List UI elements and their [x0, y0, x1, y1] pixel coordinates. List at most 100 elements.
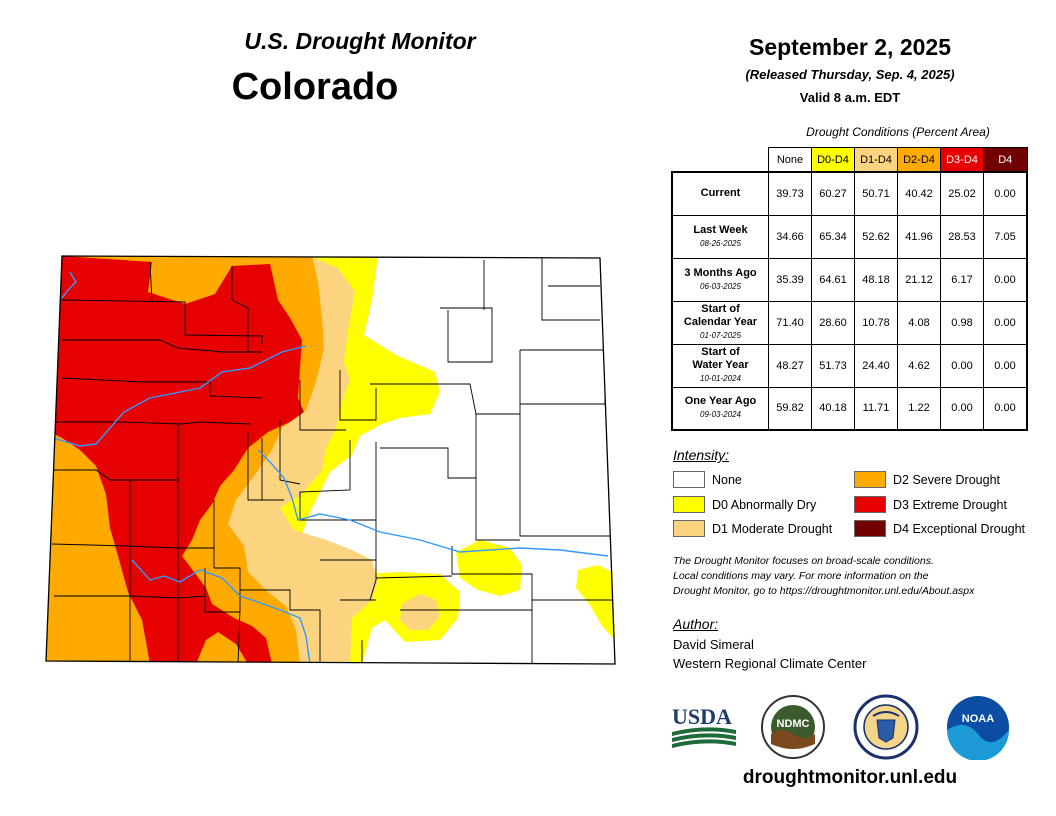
- table-cell: 0.00: [940, 343, 984, 388]
- colorado-drought-map: [45, 255, 616, 665]
- table-cell: 4.08: [897, 300, 941, 345]
- table-cell: 52.62: [854, 214, 898, 259]
- col-header-none: None: [768, 147, 812, 173]
- table-cell: 0.00: [983, 171, 1028, 216]
- table-cell: 0.00: [983, 343, 1028, 388]
- table-row: One Year Ago 09-03-2024 59.82 40.18 11.71 1.2…: [671, 386, 1028, 431]
- legend-swatch: [673, 496, 705, 513]
- table-cell: 28.53: [940, 214, 984, 259]
- note-line: The Drought Monitor focuses on broad-sca…: [673, 555, 934, 567]
- disclaimer-note: The Drought Monitor focuses on broad-sca…: [673, 554, 1048, 599]
- row-date: 08-26-2025: [700, 238, 741, 248]
- table-cell: 21.12: [897, 257, 941, 302]
- table-row: Start of Calendar Year 01-07-2025 71.40 28.6…: [671, 300, 1028, 345]
- table-cell: 4.62: [897, 343, 941, 388]
- col-header-d4: D4: [983, 147, 1028, 173]
- table-cell: 24.40: [854, 343, 898, 388]
- table-caption: Drought Conditions (Percent Area): [806, 125, 990, 139]
- row-date: 10-01-2024: [700, 374, 741, 383]
- table-cell: 40.42: [897, 171, 941, 216]
- table-cell: 48.27: [768, 343, 812, 388]
- table-cell: 0.00: [983, 386, 1028, 431]
- drought-conditions-table: None D0-D4 D1-D4 D2-D4 D3-D4 D4 Current 3…: [671, 147, 1028, 431]
- legend-swatch: [673, 471, 705, 488]
- table-cell: 65.34: [811, 214, 855, 259]
- map-date: September 2, 2025: [748, 34, 951, 60]
- row-label-text: One Year Ago: [684, 395, 757, 408]
- legend-item-none: None: [673, 471, 742, 488]
- row-label: Start of Water Year 10-01-2024: [671, 343, 769, 388]
- legend-item-d0: D0 Abnormally Dry: [673, 496, 816, 513]
- table-cell: 40.18: [811, 386, 855, 431]
- note-line: Local conditions may vary. For more info…: [673, 570, 929, 582]
- table-cell: 59.82: [768, 386, 812, 431]
- table-cell: 39.73: [768, 171, 812, 216]
- table-row: Last Week 08-26-2025 34.66 65.34 52.62 41.96 2…: [671, 214, 1028, 259]
- row-label: Current: [671, 171, 769, 216]
- author-label: Author:: [673, 616, 719, 632]
- table-cell: 11.71: [854, 386, 898, 431]
- row-date: 09-03-2024: [700, 410, 741, 420]
- noaa-logo-icon: NOAA: [947, 696, 1009, 760]
- row-label-text: Current: [700, 187, 741, 200]
- county-boundaries: [50, 258, 612, 664]
- legend-label: D1 Moderate Drought: [712, 521, 833, 536]
- author-org: Western Regional Climate Center: [673, 656, 867, 671]
- table-cell: 10.78: [854, 300, 898, 345]
- legend-item-d2: D2 Severe Drought: [854, 471, 1000, 488]
- usda-logo-icon: USDA: [672, 704, 736, 748]
- state-title: Colorado: [231, 66, 399, 108]
- legend-label: D2 Severe Drought: [893, 472, 1001, 487]
- table-cell: 0.00: [940, 386, 984, 431]
- product-title: U.S. Drought Monitor: [244, 28, 476, 54]
- legend-label: None: [712, 472, 742, 487]
- table-cell: 35.39: [768, 257, 812, 302]
- row-date: 06-03-2025: [700, 281, 741, 291]
- table-cell: 7.05: [983, 214, 1028, 259]
- table-cell: 34.66: [768, 214, 812, 259]
- drought-area-d0-east-2: [576, 565, 615, 640]
- row-label-text: 3 Months Ago: [684, 266, 757, 279]
- table-cell: 6.17: [940, 257, 984, 302]
- row-date: 01-07-2025: [700, 331, 741, 340]
- website-link[interactable]: droughtmonitor.unl.edu: [742, 767, 958, 788]
- usda-logo-text: USDA: [672, 704, 732, 729]
- legend-swatch: [673, 520, 705, 537]
- legend-label: D4 Exceptional Drought: [893, 521, 1026, 536]
- table-cell: 25.02: [940, 171, 984, 216]
- release-date: (Released Thursday, Sep. 4, 2025): [745, 67, 955, 82]
- table-cell: 48.18: [854, 257, 898, 302]
- table-cell: 28.60: [811, 300, 855, 345]
- table-cell: 60.27: [811, 171, 855, 216]
- table-cell: 64.61: [811, 257, 855, 302]
- legend-label: D3 Extreme Drought: [893, 497, 1007, 512]
- col-header-d2-d4: D2-D4: [897, 147, 941, 173]
- row-label-text: Start of Calendar Year: [683, 303, 758, 328]
- legend-item-d4: D4 Exceptional Drought: [854, 520, 1025, 537]
- note-line: Drought Monitor, go to https://droughtmo…: [673, 585, 975, 597]
- row-label: 3 Months Ago 06-03-2025: [671, 257, 769, 302]
- table-cell: 51.73: [811, 343, 855, 388]
- table-cell: 0.00: [983, 300, 1028, 345]
- table-row: 3 Months Ago 06-03-2025 35.39 64.61 48.18 21.…: [671, 257, 1028, 302]
- header-corner: [672, 148, 769, 173]
- intensity-label: Intensity:: [673, 447, 730, 463]
- legend-item-d3: D3 Extreme Drought: [854, 496, 1007, 513]
- table-cell: 41.96: [897, 214, 941, 259]
- noaa-logo-text: NOAA: [962, 713, 994, 725]
- table-cell: 1.22: [897, 386, 941, 431]
- row-label: Start of Calendar Year 01-07-2025: [671, 300, 769, 345]
- table-row: Current 39.73 60.27 50.71 40.42 25.02 0.00: [671, 171, 1028, 216]
- col-header-d1-d4: D1-D4: [854, 147, 898, 173]
- ndmc-logo-icon: NDMC: [761, 695, 825, 759]
- row-label: One Year Ago 09-03-2024: [671, 386, 769, 431]
- commerce-seal-icon: [853, 694, 919, 760]
- state-outline: [45, 255, 616, 665]
- table-cell: 0.00: [983, 257, 1028, 302]
- table-cell: 71.40: [768, 300, 812, 345]
- ndmc-logo-text: NDMC: [777, 718, 810, 730]
- legend-swatch: [854, 471, 886, 488]
- legend-swatch: [854, 520, 886, 537]
- row-label-text: Last Week: [693, 223, 748, 236]
- rivers: [46, 271, 609, 664]
